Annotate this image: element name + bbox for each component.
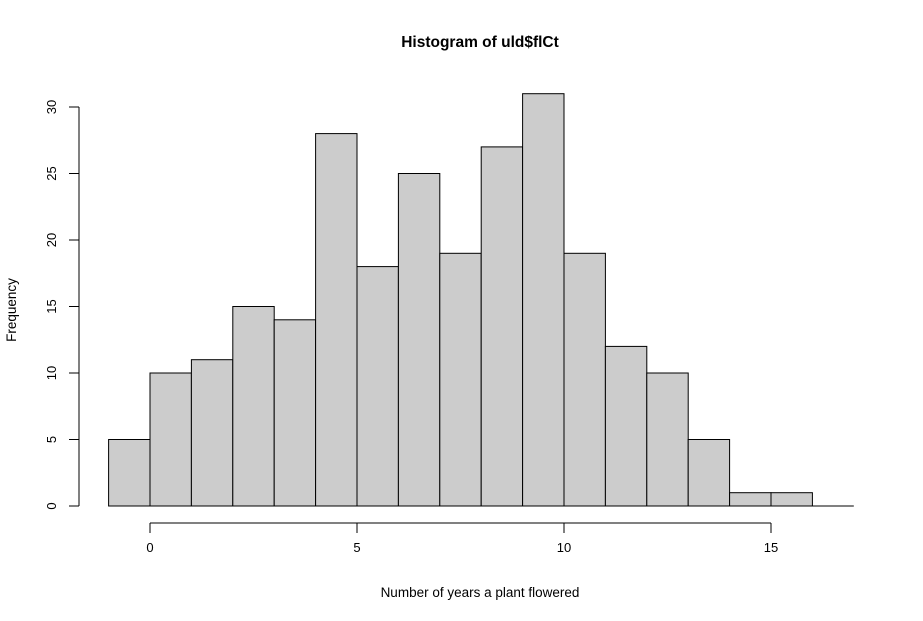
x-tick-label: 0 xyxy=(146,540,153,555)
y-axis-label: Frequency xyxy=(4,278,19,342)
histogram-bar xyxy=(190,359,234,507)
histogram-bar xyxy=(770,492,813,507)
y-tick-label: 20 xyxy=(44,233,59,247)
y-axis: 0 5 10 15 20 25 30 xyxy=(44,100,80,510)
y-tick-label: 0 xyxy=(44,502,59,509)
histogram-bar xyxy=(315,133,358,507)
histogram-bar xyxy=(729,492,772,507)
histogram-bar xyxy=(687,439,731,507)
histogram-bar xyxy=(480,146,524,507)
x-tick-label: 15 xyxy=(764,540,778,555)
histogram-bar xyxy=(397,173,441,507)
histogram-bar xyxy=(149,372,192,507)
histogram-bar xyxy=(439,252,482,507)
bars-layer xyxy=(108,93,854,507)
histogram-bar xyxy=(356,266,399,507)
x-tick-label: 10 xyxy=(557,540,571,555)
chart-title: Histogram of uld$flCt xyxy=(401,34,559,51)
y-tick-label: 15 xyxy=(44,299,59,313)
histogram-bar xyxy=(646,372,689,507)
y-tick-label: 5 xyxy=(44,436,59,443)
x-axis: 0 5 10 15 xyxy=(146,522,778,555)
y-tick-label: 30 xyxy=(44,100,59,114)
histogram-bar xyxy=(232,306,275,507)
histogram-bar xyxy=(108,439,151,507)
histogram-bar xyxy=(522,93,565,507)
x-tick-label: 5 xyxy=(353,540,360,555)
y-tick-label: 25 xyxy=(44,166,59,180)
y-tick-label: 10 xyxy=(44,366,59,380)
x-axis-label: Number of years a plant flowered xyxy=(381,585,580,600)
histogram-bar xyxy=(604,345,648,507)
histogram-bar xyxy=(563,252,606,507)
histogram-bar xyxy=(273,319,317,507)
